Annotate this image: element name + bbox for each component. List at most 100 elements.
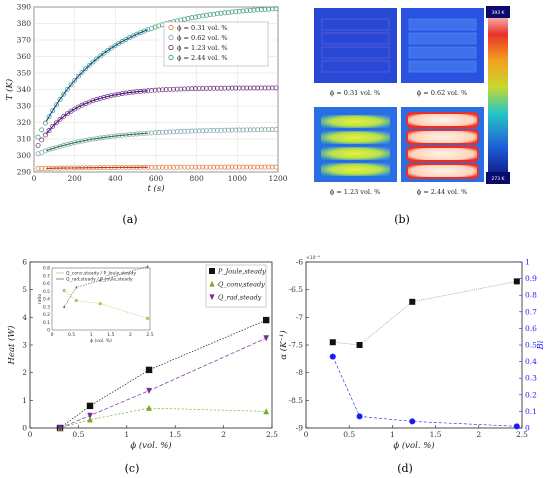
data-point [211,85,217,91]
data-point [218,10,224,16]
data-point [116,41,122,47]
x-tick-label: 0.5 [72,430,84,439]
data-point [409,298,416,305]
data-point [273,127,279,133]
data-point [262,316,270,324]
inset-x-tick-label: 0.5 [68,332,75,338]
legend-label: ϕ = 0.62 vol. % [177,34,228,42]
data-point [240,8,246,14]
y2-tick-label: 0.1 [525,407,537,416]
data-point [218,127,224,133]
data-point [262,127,268,133]
inset-data-point [99,278,102,282]
y-tick-label: -9 [296,424,304,433]
data-point [222,127,228,133]
inset-data-point [75,285,78,289]
y2-tick-label: 0.8 [525,291,537,300]
inset-data-point [98,302,102,306]
y-tick-label: 1 [22,396,27,405]
data-point [244,85,250,91]
data-point [189,164,195,170]
data-point [160,164,165,170]
data-point [251,85,257,91]
data-point [57,117,63,122]
data-point [214,164,220,170]
y-tick-label: 370 [17,36,32,45]
data-point [233,164,239,170]
data-point [247,127,253,133]
data-point [35,134,41,140]
legend-marker [209,294,215,301]
data-point [203,128,209,134]
inset-y-tick-label: 0.4 [43,297,50,303]
data-point [94,56,100,62]
inset-y-tick-label: 0.6 [43,281,50,287]
data-point [236,164,242,170]
data-point [86,402,94,410]
data-point [146,387,152,394]
data-point [156,164,162,170]
data-point [61,91,67,97]
data-point [203,12,209,18]
data-point [203,164,209,170]
data-point [255,127,261,133]
data-point [145,366,153,374]
data-point [72,77,78,83]
x-tick-label: 1 [124,430,129,439]
series-line [59,407,267,429]
data-point [163,87,169,93]
inset-frame [51,267,151,331]
data-point [200,164,206,170]
data-point [64,86,70,92]
series-line [332,356,517,427]
y-tick-label: 340 [17,85,32,94]
data-point [192,128,198,134]
x-axis-label: ϕ (vol. %) [130,440,171,451]
panel-c-heat-plot: 0 0.5 1 1.5 2 2.5 0 1 2 3 4 5 6 ϕ (vol. %) Heat (W) P_J… [6,258,278,452]
legend-label: ϕ = 0.31 vol. % [177,24,228,32]
data-point [196,128,202,134]
x-tick-label: 2 [476,430,481,439]
data-point [229,164,235,170]
legend-box [205,264,267,308]
legend-box [163,21,269,67]
data-point [236,127,242,133]
data-point [244,164,250,170]
panel-d-alpha-bi-plot: 0 0.5 1 1.5 2 2.5 -9 -8.5 -8 -7.5 -7 -6.5 -6 0 0.1 0.2 0… [278,255,546,451]
inset-data-point [146,316,150,320]
data-point [222,10,228,16]
x-tick-label: 1.5 [169,430,181,439]
data-point [185,16,191,21]
data-point [42,132,48,138]
fit-line [45,29,149,122]
inset-x-tick-label: 2.5 [146,332,153,338]
series-line [332,281,517,346]
data-point [207,128,213,134]
data-point [269,164,275,170]
data-point [244,8,250,14]
data-point [266,127,272,133]
data-point [214,127,220,133]
data-point [233,127,239,133]
data-point [263,408,269,415]
data-point [269,6,275,12]
inset-legend-label: Q_conv,steady / P_Joule,steady [66,271,136,277]
data-point [192,164,198,170]
data-point [247,7,253,13]
y-tick-label: -6 [296,258,304,267]
data-point [233,9,239,15]
data-point [266,6,272,12]
data-point [39,137,45,143]
x-tick-label: 2.5 [266,430,278,439]
data-point [236,85,242,91]
fit-line [46,132,148,152]
y2-tick-label: 0.6 [525,324,537,333]
data-point [255,7,261,13]
data-point [266,85,272,91]
data-point [182,16,187,22]
data-point [160,87,165,93]
x-tick-label: 1200 [268,174,287,183]
data-point [87,416,93,423]
x-tick-label: 0 [304,430,309,439]
data-point [53,120,59,126]
